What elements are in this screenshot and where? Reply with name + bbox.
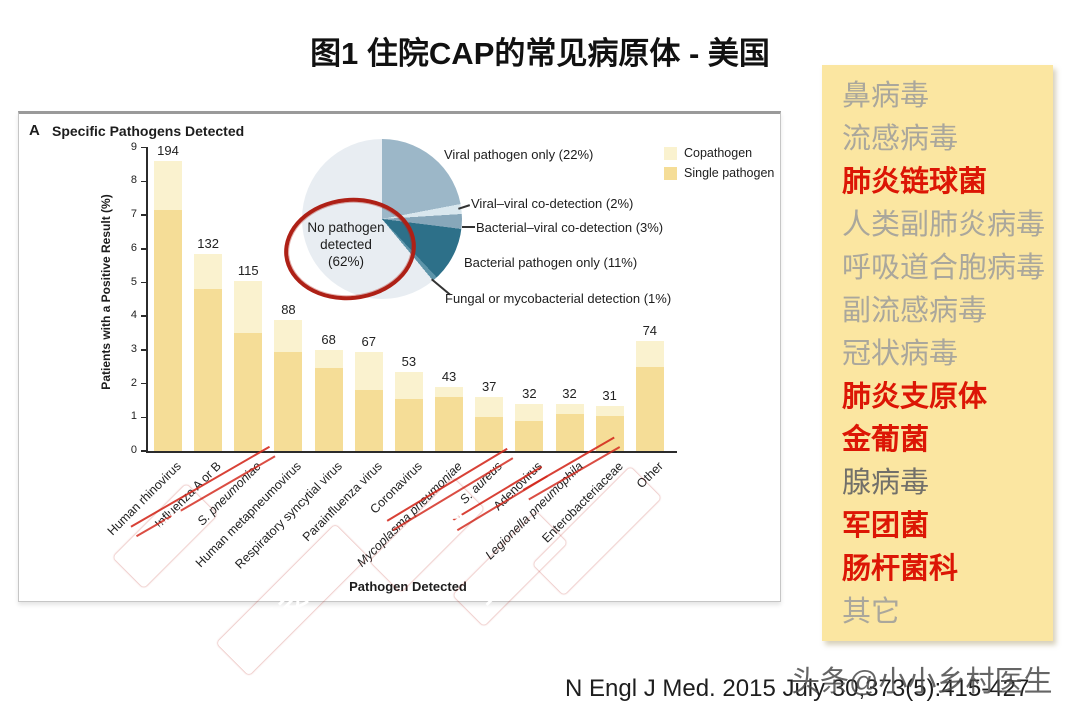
bar-chart: Patients with a Positive Result (%) 0 1 2 3… bbox=[19, 114, 780, 601]
sidebar-item: 肠杆菌科 bbox=[842, 553, 959, 585]
pie-center-label: No pathogen detected (62%) bbox=[289, 219, 403, 270]
y-tick-mark bbox=[141, 180, 146, 183]
legend-item-copathogen: Copathogen bbox=[664, 146, 752, 160]
bar-count-label: 32 bbox=[522, 385, 537, 401]
y-axis-line bbox=[146, 147, 148, 452]
bar-single-11 bbox=[595, 415, 624, 451]
y-tick-label: 4 bbox=[130, 309, 137, 322]
sidebar-item: 肺炎链球菌 bbox=[842, 166, 988, 198]
sidebar-item: 冠状病毒 bbox=[842, 338, 959, 370]
sidebar-item: 军团菌 bbox=[842, 510, 930, 542]
pathogen-sidebar: 鼻病毒流感病毒肺炎链球菌人类副肺炎病毒 呼吸道合胞病毒 副流感病毒冠状病毒肺炎支原体… bbox=[822, 65, 1053, 641]
bar-count-label: 31 bbox=[602, 387, 617, 403]
y-tick-label: 8 bbox=[130, 174, 137, 187]
pie-label-bacterial-only: Bacterial pathogen only (11%) bbox=[464, 255, 638, 270]
legend-label: Single pathogen bbox=[684, 166, 775, 180]
bar-single-5 bbox=[354, 390, 383, 451]
watermark-text: 头条@小小乡村医生 bbox=[791, 666, 1053, 698]
pie-label-bacterial-viral: Bacterial–viral co-detection (3%) bbox=[476, 220, 664, 235]
x-axis-line bbox=[146, 451, 677, 453]
sidebar-item: 鼻病毒 bbox=[842, 80, 930, 112]
legend-swatch-single-pathogen bbox=[664, 166, 677, 180]
figure-panel: A Specific Pathogens Detected Patients w… bbox=[18, 111, 781, 602]
y-tick-label: 3 bbox=[130, 342, 137, 355]
bar-single-7 bbox=[435, 397, 464, 451]
sidebar-item: 人类副肺炎病毒 bbox=[842, 209, 1046, 241]
y-tick-mark bbox=[141, 146, 146, 149]
sidebar-item: 流感病毒 bbox=[842, 123, 959, 155]
bar-single-4 bbox=[314, 368, 343, 451]
y-tick-mark bbox=[141, 281, 146, 284]
sidebar-item: 肺炎支原体 bbox=[842, 381, 988, 413]
y-tick-mark bbox=[141, 315, 146, 317]
bar-count-label: 32 bbox=[562, 385, 577, 401]
bar-count-label: 194 bbox=[157, 143, 179, 159]
bar-single-3 bbox=[274, 351, 303, 451]
page-title: 图1 住院CAP的常见病原体 - 美国 bbox=[310, 36, 770, 71]
sidebar-item: 腺病毒 bbox=[842, 467, 930, 499]
bar-single-2 bbox=[234, 333, 263, 451]
bar-single-12 bbox=[635, 366, 664, 451]
bar-single-10 bbox=[555, 413, 584, 451]
y-tick-mark bbox=[141, 416, 146, 419]
legend-swatch-copathogen bbox=[664, 146, 677, 160]
pie-chart bbox=[302, 139, 462, 299]
y-tick-mark bbox=[141, 248, 146, 250]
sidebar-item: 副流感病毒 bbox=[842, 295, 988, 327]
bar-count-label: 74 bbox=[642, 323, 658, 339]
bar-count-label: 53 bbox=[401, 353, 417, 369]
y-tick-mark bbox=[141, 382, 146, 385]
y-tick-mark bbox=[141, 349, 146, 351]
y-tick-label: 6 bbox=[130, 241, 137, 254]
bar-count-label: 115 bbox=[237, 262, 259, 278]
panel-letter: A bbox=[29, 122, 40, 139]
pie-center-label-line: No pathogen bbox=[307, 220, 385, 235]
bar-single-6 bbox=[394, 398, 423, 451]
sidebar-item: 其它 bbox=[842, 596, 901, 628]
pie-center-label-line: detected bbox=[320, 237, 372, 252]
y-tick-label: 7 bbox=[130, 208, 137, 221]
pie-label-viral-only: Viral pathogen only (22%) bbox=[444, 147, 594, 162]
y-tick-mark bbox=[141, 450, 146, 452]
bar-count-label: 37 bbox=[481, 379, 497, 395]
bar-count-label: 88 bbox=[281, 301, 296, 317]
sidebar-item: 金葡菌 bbox=[842, 424, 930, 456]
pie-callout-line bbox=[462, 226, 475, 228]
y-tick-label: 1 bbox=[130, 410, 137, 423]
panel-title: Specific Pathogens Detected bbox=[52, 123, 245, 139]
bar-single-0 bbox=[154, 210, 182, 451]
y-tick-label: 2 bbox=[130, 376, 137, 389]
pie-label-viral-viral: Viral–viral co-detection (2%) bbox=[471, 196, 634, 211]
bar-single-8 bbox=[475, 417, 504, 451]
legend-label: Copathogen bbox=[684, 146, 753, 160]
y-tick-label: 0 bbox=[130, 444, 137, 456]
pie-label-fungal: Fungal or mycobacterial detection (1%) bbox=[445, 291, 672, 306]
y-axis-title: Patients with a Positive Result (%) bbox=[99, 194, 113, 390]
y-tick-mark bbox=[141, 214, 146, 216]
x-axis-title: Pathogen Detected bbox=[349, 579, 467, 594]
bar-count-label: 132 bbox=[197, 235, 219, 251]
y-tick-label: 5 bbox=[130, 275, 137, 288]
bar-count-label: 67 bbox=[361, 333, 376, 349]
y-tick-label: 9 bbox=[130, 140, 137, 153]
citation-text: N Engl J Med. 2015 July 30,373(5):415-42… bbox=[565, 675, 1030, 702]
bar-single-1 bbox=[194, 289, 223, 451]
sidebar-item: 呼吸道合胞病毒 bbox=[842, 252, 1046, 284]
bar-single-9 bbox=[515, 420, 544, 451]
bar-count-label: 43 bbox=[441, 368, 457, 384]
bar-count-label: 68 bbox=[321, 331, 336, 347]
pie-center-label-line: (62%) bbox=[327, 254, 364, 269]
legend-item-single-pathogen: Single pathogen bbox=[664, 166, 774, 180]
